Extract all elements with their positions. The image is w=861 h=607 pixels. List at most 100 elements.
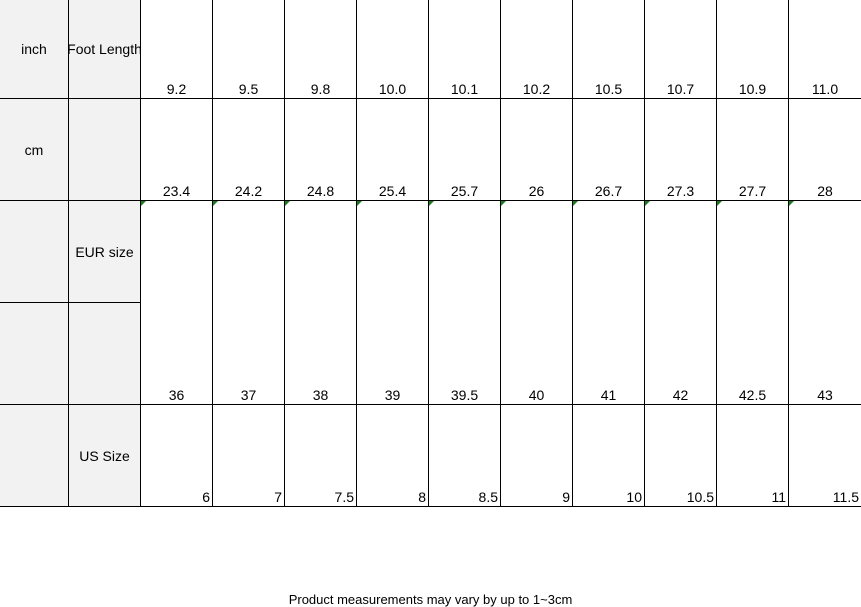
cell-cm-4[interactable]: 25.7 — [429, 99, 501, 201]
cell-cm-9[interactable]: 28 — [789, 99, 861, 201]
row-label-us[interactable] — [0, 405, 69, 507]
row-label-eur-lower[interactable] — [0, 303, 69, 405]
cell-us-2-text: 7.5 — [334, 489, 354, 505]
row-label-inch-text: inch — [21, 41, 47, 57]
cell-us-0-text: 6 — [202, 489, 210, 505]
row-label-eur[interactable] — [0, 201, 69, 303]
cell-eur-8-text: 42.5 — [738, 387, 767, 403]
row-sublabel-inch[interactable]: Foot Length — [69, 0, 141, 99]
cell-cm-7[interactable]: 27.3 — [645, 99, 717, 201]
cell-eur-3-text: 39 — [384, 387, 401, 403]
cell-inch-6-text: 10.5 — [594, 81, 623, 97]
cell-eur-7[interactable]: 42 — [645, 201, 717, 405]
cell-us-1[interactable]: 7 — [213, 405, 285, 507]
cell-us-8-text: 11 — [771, 489, 786, 505]
error-indicator-icon — [717, 201, 722, 206]
error-indicator-icon — [573, 201, 578, 206]
cell-eur-8[interactable]: 42.5 — [717, 201, 789, 405]
cell-eur-0[interactable]: 36 — [141, 201, 213, 405]
cell-inch-1[interactable]: 9.5 — [213, 0, 285, 99]
row-sublabel-eur-text: EUR size — [75, 243, 134, 260]
cell-us-0[interactable]: 6 — [141, 405, 213, 507]
cell-cm-8[interactable]: 27.7 — [717, 99, 789, 201]
cell-cm-7-text: 27.3 — [666, 183, 695, 199]
cell-eur-4-text: 39.5 — [450, 387, 479, 403]
error-indicator-icon — [285, 201, 290, 206]
cell-us-5-text: 9 — [562, 489, 570, 505]
cell-us-7[interactable]: 10.5 — [645, 405, 717, 507]
row-sublabel-us-text: US Size — [79, 447, 130, 464]
cell-cm-3-text: 25.4 — [378, 183, 407, 199]
cell-cm-6-text: 26.7 — [594, 183, 623, 199]
cell-us-2[interactable]: 7.5 — [285, 405, 357, 507]
cell-cm-2[interactable]: 24.8 — [285, 99, 357, 201]
cell-eur-0-text: 36 — [168, 387, 185, 403]
cell-cm-8-text: 27.7 — [738, 183, 767, 199]
cell-cm-0-text: 23.4 — [162, 183, 191, 199]
cell-eur-2-text: 38 — [312, 387, 329, 403]
cell-cm-9-text: 28 — [817, 183, 833, 199]
cell-cm-5-text: 26 — [528, 183, 545, 199]
row-sublabel-eur-lower[interactable] — [69, 303, 141, 405]
cell-inch-8[interactable]: 10.9 — [717, 0, 789, 99]
cell-inch-0-text: 9.2 — [166, 81, 187, 97]
error-indicator-icon — [357, 201, 362, 206]
row-sublabel-eur[interactable]: EUR size — [69, 201, 141, 303]
cell-us-8[interactable]: 11 — [717, 405, 789, 507]
cell-cm-1[interactable]: 24.2 — [213, 99, 285, 201]
cell-inch-9-text: 11.0 — [811, 81, 839, 97]
cell-us-5[interactable]: 9 — [501, 405, 573, 507]
cell-eur-6-text: 41 — [600, 387, 617, 403]
cell-us-4[interactable]: 8.5 — [429, 405, 501, 507]
row-sublabel-inch-text: Foot Length — [69, 41, 141, 57]
cell-inch-6[interactable]: 10.5 — [573, 0, 645, 99]
cell-eur-5[interactable]: 40 — [501, 201, 573, 405]
cell-inch-4[interactable]: 10.1 — [429, 0, 501, 99]
cell-cm-3[interactable]: 25.4 — [357, 99, 429, 201]
cell-inch-4-text: 10.1 — [450, 81, 479, 97]
cell-us-3-text: 8 — [418, 489, 426, 505]
cell-eur-2[interactable]: 38 — [285, 201, 357, 405]
footer-note: Product measurements may vary by up to 1… — [288, 592, 573, 607]
cell-cm-5[interactable]: 26 — [501, 99, 573, 201]
cell-inch-3-text: 10.0 — [378, 81, 407, 97]
cell-eur-9[interactable]: 43 — [789, 201, 861, 405]
cell-us-4-text: 8.5 — [478, 489, 498, 505]
row-label-cm-text: cm — [24, 141, 44, 158]
error-indicator-icon — [141, 201, 146, 206]
error-indicator-icon — [789, 201, 794, 206]
cell-cm-1-text: 24.2 — [234, 183, 263, 199]
cell-us-7-text: 10.5 — [686, 489, 714, 505]
cell-us-1-text: 7 — [274, 489, 282, 505]
cell-cm-2-text: 24.8 — [306, 183, 335, 199]
cell-inch-7[interactable]: 10.7 — [645, 0, 717, 99]
cell-us-6[interactable]: 10 — [573, 405, 645, 507]
cell-eur-6[interactable]: 41 — [573, 201, 645, 405]
cell-inch-1-text: 9.5 — [238, 81, 259, 97]
cell-eur-1-text: 37 — [240, 387, 257, 403]
cell-us-3[interactable]: 8 — [357, 405, 429, 507]
cell-eur-3[interactable]: 39 — [357, 201, 429, 405]
error-indicator-icon — [429, 201, 434, 206]
error-indicator-icon — [213, 201, 218, 206]
row-label-inch[interactable]: inch — [0, 0, 69, 99]
cell-cm-6[interactable]: 26.7 — [573, 99, 645, 201]
cell-inch-5[interactable]: 10.2 — [501, 0, 573, 99]
cell-us-9[interactable]: 11.5 — [789, 405, 861, 507]
cell-eur-1[interactable]: 37 — [213, 201, 285, 405]
cell-inch-2[interactable]: 9.8 — [285, 0, 357, 99]
cell-us-6-text: 10 — [626, 489, 642, 505]
cell-inch-0[interactable]: 9.2 — [141, 0, 213, 99]
cell-inch-3[interactable]: 10.0 — [357, 0, 429, 99]
cell-inch-8-text: 10.9 — [738, 81, 767, 97]
cell-inch-2-text: 9.8 — [310, 81, 331, 97]
cell-inch-9[interactable]: 11.0 — [789, 0, 861, 99]
cell-eur-5-text: 40 — [528, 387, 545, 403]
cell-inch-7-text: 10.7 — [666, 81, 695, 97]
cell-eur-9-text: 43 — [817, 387, 833, 403]
cell-eur-4[interactable]: 39.5 — [429, 201, 501, 405]
row-sublabel-cm[interactable] — [69, 99, 141, 201]
cell-cm-0[interactable]: 23.4 — [141, 99, 213, 201]
row-label-cm[interactable]: cm — [0, 99, 69, 201]
row-sublabel-us[interactable]: US Size — [69, 405, 141, 507]
